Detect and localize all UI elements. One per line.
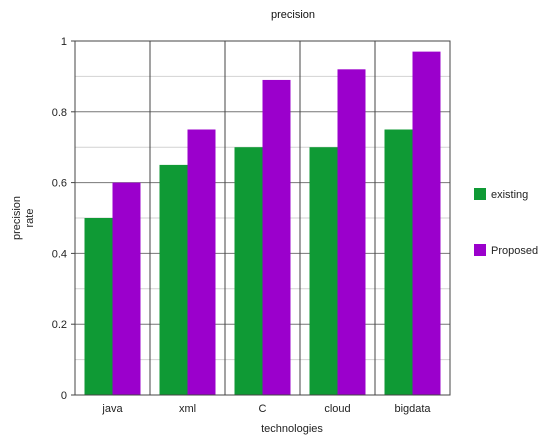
bar-proposed-xml [187,129,216,395]
y-tick-label: 0.2 [52,319,67,331]
bar-existing-xml [159,164,188,395]
y-tick-label: 0 [61,390,67,402]
y-tick-label: 0.4 [52,248,67,260]
plot-border [74,40,451,396]
legend-swatch-existing [474,188,486,200]
bar-existing-bigdata [384,129,413,395]
legend-swatch-proposed [474,244,486,256]
bar-proposed-cloud [337,69,366,395]
legend-label-proposed: Proposed [491,245,538,257]
x-tick-label: java [101,403,123,415]
bar-existing-java [84,218,113,395]
x-tick-label: C [259,403,267,415]
legend: existing Proposed [474,188,538,257]
x-tick-label: bigdata [394,403,431,415]
bar-existing-c [234,147,263,395]
bar-proposed-bigdata [412,51,441,396]
x-tick-label: cloud [324,403,350,415]
bars [84,51,441,396]
plot-area [74,40,451,396]
y-tick-label: 0.8 [52,107,67,119]
x-axis-label: technologies [261,423,323,435]
y-axis-ticks: 0 0.2 0.4 0.6 0.8 1 [52,36,75,402]
x-tick-label: xml [179,403,196,415]
y-axis-label-line-2: rate [24,209,36,228]
y-tick-label: 0.6 [52,178,67,190]
y-axis-label-line-1: precision [11,196,23,240]
y-tick-label: 1 [61,36,67,48]
bar-proposed-c [262,79,291,395]
chart-title: precision [271,9,315,21]
bar-existing-cloud [309,147,338,395]
bar-proposed-java [112,182,141,395]
legend-label-existing: existing [491,189,528,201]
